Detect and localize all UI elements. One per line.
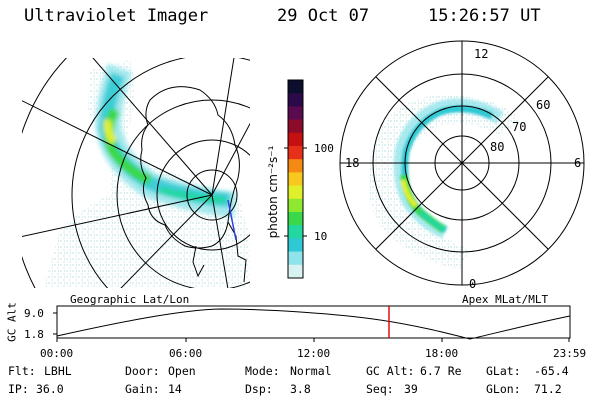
altitude-curve <box>56 308 571 340</box>
info-ip-label: IP: <box>8 382 29 396</box>
altitude-xtick-1200: 12:00 <box>297 347 331 360</box>
colorbar-segment <box>288 80 303 94</box>
colorbar-segment <box>288 238 303 253</box>
colorbar-segment <box>288 172 303 187</box>
geographic-map <box>22 58 250 288</box>
colorbar-ticks <box>284 147 307 237</box>
instrument-title: Ultraviolet Imager <box>24 6 209 26</box>
polar-grid <box>339 40 585 286</box>
info-glon-label: GLon: <box>486 382 521 396</box>
info-door-label: Door: <box>125 364 160 378</box>
polar-lat-80: 80 <box>490 140 505 154</box>
colorbar-segment <box>288 132 303 147</box>
colorbar-segment <box>288 146 303 160</box>
altitude-xtick-1800: 18:00 <box>425 347 459 360</box>
info-mode-value: Normal <box>290 364 332 378</box>
info-door-value: Open <box>168 364 196 378</box>
colorbar-segment <box>288 264 303 279</box>
colorbar-segment <box>288 119 303 134</box>
info-ip-value: 36.0 <box>36 382 64 396</box>
altitude-xticks <box>53 312 570 342</box>
colorbar-segment <box>288 212 303 226</box>
info-glat-label: GLat: <box>486 364 521 378</box>
polar-label: Apex MLat/MLT <box>462 293 549 306</box>
info-flt-label: Flt: <box>8 364 36 378</box>
image-time: 15:26:57 UT <box>428 6 541 26</box>
info-glon-value: 71.2 <box>534 382 562 396</box>
geo-terminator-line <box>227 199 237 241</box>
altitude-ytick-1-8: 1.8 <box>24 328 44 341</box>
colorbar-tick-100: 100 <box>314 142 334 155</box>
polar-lat-70: 70 <box>512 120 527 134</box>
polar-plot <box>339 40 585 286</box>
altitude-ylabel: GC Alt <box>5 302 19 342</box>
info-dsp-value: 3.8 <box>290 382 311 396</box>
info-mode-label: Mode: <box>245 364 280 378</box>
colorbar-tick-10: 10 <box>314 230 328 243</box>
colorbar-segment <box>288 225 303 239</box>
geo-coastline <box>140 86 247 283</box>
altitude-xtick-2359: 23:59 <box>553 347 587 360</box>
altitude-xtick-0600: 06:00 <box>169 347 203 360</box>
image-date: 29 Oct 07 <box>277 6 370 26</box>
polar-label-12: 12 <box>474 47 489 61</box>
colorbar-segment <box>288 93 303 107</box>
info-gain-value: 14 <box>168 382 182 396</box>
info-glat-value: -65.4 <box>534 364 569 378</box>
altitude-ytick-9: 9.0 <box>24 307 44 320</box>
altitude-xtick-0000: 00:00 <box>40 347 74 360</box>
colorbar-segment <box>288 198 303 213</box>
colorbar-segment <box>288 159 303 173</box>
colorbar-segment <box>288 251 303 266</box>
info-gcalt-value: 6.7 Re <box>420 364 462 378</box>
colorbar-frame <box>287 79 304 279</box>
polar-label-18: 18 <box>345 156 360 170</box>
info-dsp-label: Dsp: <box>245 382 273 396</box>
polar-label-6: 6 <box>574 156 582 170</box>
info-flt-value: LBHL <box>44 364 72 378</box>
info-gcalt-label: GC Alt: <box>366 364 415 378</box>
colorbar-segment <box>288 185 303 200</box>
geographic-label: Geographic Lat/Lon <box>70 293 190 306</box>
colorbar <box>287 79 304 279</box>
colorbar-segment <box>288 106 303 121</box>
geo-graticule <box>22 58 250 288</box>
info-seq-value: 39 <box>404 382 418 396</box>
info-seq-label: Seq: <box>366 382 394 396</box>
colorbar-unit-label: photon cm⁻²s⁻¹ <box>266 145 280 239</box>
altitude-plot <box>53 305 571 342</box>
polar-lat-60: 60 <box>536 98 551 112</box>
info-gain-label: Gain: <box>125 382 160 396</box>
polar-label-0: 0 <box>469 277 477 291</box>
